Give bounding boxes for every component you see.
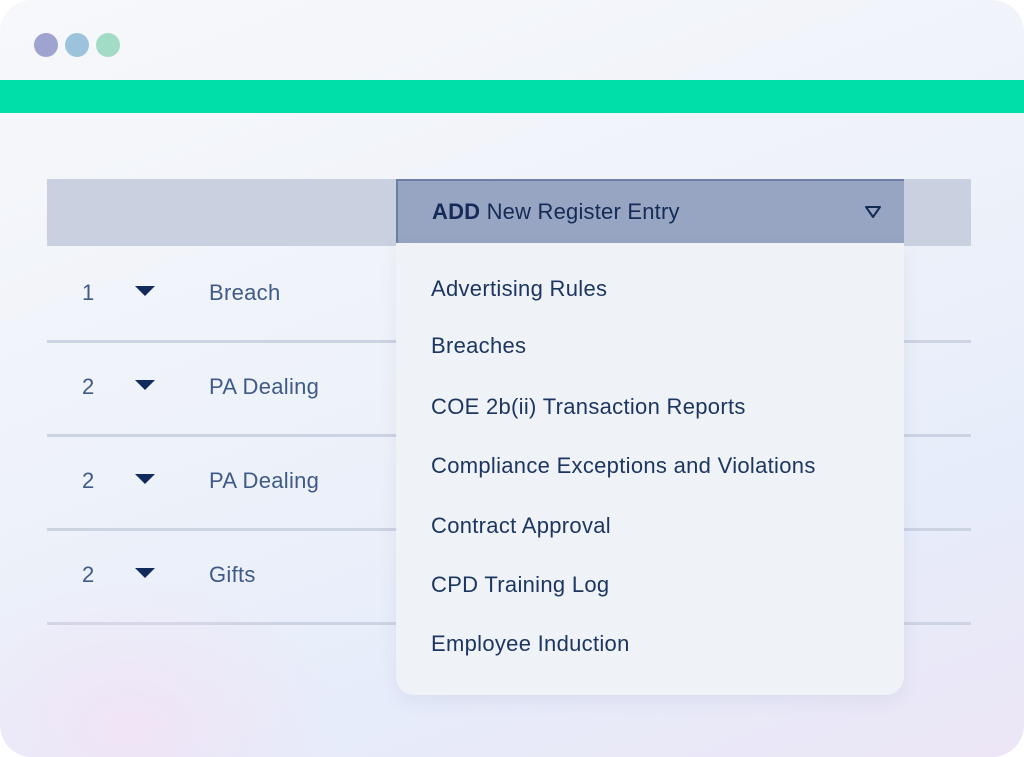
row-number: 2 xyxy=(82,562,95,587)
dropdown-label-text: New Register Entry xyxy=(486,199,680,224)
menu-item-employee-induction[interactable]: Employee Induction xyxy=(431,631,630,656)
row-number: 1 xyxy=(82,280,95,305)
menu-item-breaches[interactable]: Breaches xyxy=(431,333,527,358)
row-number: 2 xyxy=(82,374,95,399)
window-titlebar xyxy=(0,0,1024,80)
add-register-entry-dropdown[interactable]: ADD New Register Entry xyxy=(396,179,904,243)
menu-item-contract-approval[interactable]: Contract Approval xyxy=(431,513,611,538)
menu-item-compliance-exceptions[interactable]: Compliance Exceptions and Violations xyxy=(431,453,816,478)
row-register-name[interactable]: Breach xyxy=(209,280,281,305)
menu-item-coe-transaction-reports[interactable]: COE 2b(ii) Transaction Reports xyxy=(431,394,746,419)
window-control-dot-3[interactable] xyxy=(96,33,120,57)
row-number: 2 xyxy=(82,468,95,493)
window-control-dot-1[interactable] xyxy=(34,33,58,57)
menu-item-advertising-rules[interactable]: Advertising Rules xyxy=(431,276,608,301)
expand-caret-icon[interactable] xyxy=(135,568,155,578)
row-register-name[interactable]: PA Dealing xyxy=(209,374,320,399)
row-register-name[interactable]: PA Dealing xyxy=(209,468,320,493)
expand-caret-icon[interactable] xyxy=(135,474,155,484)
caret-down-outline-icon[interactable] xyxy=(864,205,882,219)
dropdown-label-bold: ADD xyxy=(432,199,481,224)
expand-caret-icon[interactable] xyxy=(135,380,155,390)
register-type-menu: Advertising Rules Breaches COE 2b(ii) Tr… xyxy=(396,243,904,695)
expand-caret-icon[interactable] xyxy=(135,286,155,296)
window-control-dot-2[interactable] xyxy=(65,33,89,57)
accent-header-bar xyxy=(0,80,1024,113)
menu-item-cpd-training-log[interactable]: CPD Training Log xyxy=(431,572,610,597)
row-register-name[interactable]: Gifts xyxy=(209,562,256,587)
dropdown-label: ADD New Register Entry xyxy=(432,181,680,243)
